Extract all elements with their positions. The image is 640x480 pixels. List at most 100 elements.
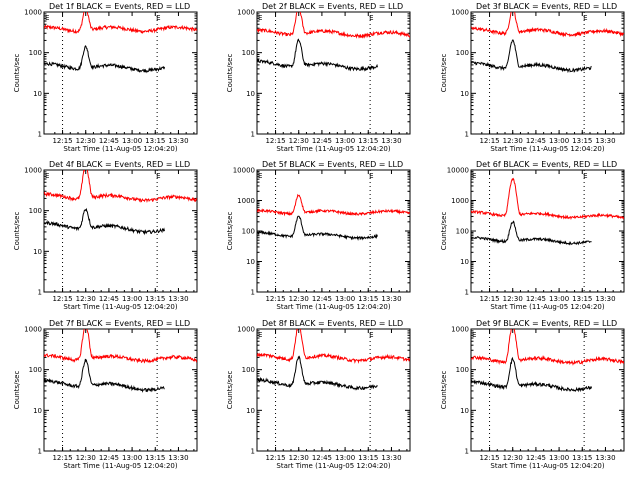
x-tick-label: 12:45 (526, 454, 546, 462)
x-tick-label: 13:00 (122, 295, 142, 303)
x-tick-label: 12:15 (479, 295, 499, 303)
lld-series-line (44, 12, 197, 35)
x-tick-label: 13:30 (381, 295, 401, 303)
y-tick-label: 10 (246, 407, 255, 415)
lld-series-line (257, 12, 410, 39)
plot-frame (470, 169, 625, 293)
event-marker: E (583, 331, 587, 339)
event-marker: E (258, 14, 262, 22)
y-tick-label: 1 (465, 448, 469, 456)
x-tick-label: 13:15 (572, 454, 592, 462)
events-series-line (257, 355, 378, 391)
y-axis-label: Counts/sec (226, 371, 234, 410)
x-tick-label: 12:45 (312, 454, 332, 462)
panel-title: Det 9f BLACK = Events, RED = LLD (476, 319, 617, 328)
lld-series-line (471, 177, 624, 220)
y-axis-label: Counts/sec (440, 54, 448, 93)
y-tick-label: 100 (242, 366, 255, 374)
x-tick-label: 12:45 (526, 137, 546, 145)
x-tick-label: 13:15 (145, 295, 165, 303)
y-tick-label: 10 (460, 258, 469, 266)
panel-title: Det 4f BLACK = Events, RED = LLD (49, 160, 190, 169)
y-axis-label: Counts/sec (226, 54, 234, 93)
x-axis-label: Start Time (11-Aug-05 12:04:20) (63, 462, 177, 470)
event-marker: E (258, 172, 262, 180)
y-tick-label: 1 (251, 131, 255, 139)
y-tick-label: 100 (29, 366, 42, 374)
x-axis-label: Start Time (11-Aug-05 12:04:20) (276, 145, 390, 153)
x-tick-label: 13:00 (549, 137, 569, 145)
events-series-line (257, 38, 378, 72)
y-tick-label: 100 (242, 228, 255, 236)
panel-title: Det 2f BLACK = Events, RED = LLD (262, 2, 403, 11)
x-tick-label: 13:00 (122, 137, 142, 145)
x-axis-label: Start Time (11-Aug-05 12:04:20) (63, 145, 177, 153)
y-tick-label: 10 (246, 258, 255, 266)
x-tick-label: 13:30 (595, 454, 615, 462)
lld-series-line (471, 12, 624, 38)
event-marker: E (369, 331, 373, 339)
plot-frame (43, 11, 198, 135)
event-marker: E (45, 14, 49, 22)
lld-series-line (257, 329, 410, 364)
x-tick-label: 13:00 (335, 454, 355, 462)
y-tick-label: 100 (456, 228, 469, 236)
plot-frame (256, 328, 411, 452)
x-tick-label: 12:30 (503, 454, 523, 462)
y-tick-label: 100 (242, 49, 255, 57)
event-marker: E (369, 14, 373, 22)
y-axis-label: Counts/sec (13, 212, 21, 251)
x-tick-label: 12:30 (503, 295, 523, 303)
x-tick-label: 12:15 (52, 295, 72, 303)
events-series-line (471, 220, 592, 246)
y-tick-label: 10 (33, 248, 42, 256)
x-tick-label: 12:45 (99, 454, 119, 462)
lld-series-line (257, 193, 410, 217)
y-tick-label: 1 (38, 448, 42, 456)
event-marker: E (258, 331, 262, 339)
event-marker: E (45, 331, 49, 339)
events-series-line (257, 215, 378, 242)
lld-series-line (471, 329, 624, 366)
y-tick-label: 1000 (24, 167, 42, 175)
x-tick-label: 12:30 (76, 137, 96, 145)
x-axis-label: Start Time (11-Aug-05 12:04:20) (490, 303, 604, 311)
y-axis-label: Counts/sec (440, 371, 448, 410)
x-tick-label: 13:15 (358, 295, 378, 303)
events-series-line (44, 45, 165, 74)
events-series-line (471, 39, 592, 74)
panel-title: Det 5f BLACK = Events, RED = LLD (262, 160, 403, 169)
x-tick-label: 13:00 (549, 454, 569, 462)
y-tick-label: 1000 (24, 9, 42, 17)
y-tick-label: 10 (33, 90, 42, 98)
x-axis-label: Start Time (11-Aug-05 12:04:20) (490, 462, 604, 470)
x-tick-label: 13:30 (381, 137, 401, 145)
x-axis-label: Start Time (11-Aug-05 12:04:20) (276, 303, 390, 311)
events-series-line (44, 207, 165, 236)
x-tick-label: 12:15 (265, 137, 285, 145)
y-tick-label: 10 (33, 407, 42, 415)
x-tick-label: 12:15 (52, 454, 72, 462)
x-axis-label: Start Time (11-Aug-05 12:04:20) (490, 145, 604, 153)
x-tick-label: 13:15 (145, 137, 165, 145)
panel-title: Det 3f BLACK = Events, RED = LLD (476, 2, 617, 11)
x-tick-label: 12:30 (289, 137, 309, 145)
y-tick-label: 10 (460, 90, 469, 98)
y-tick-label: 1000 (24, 326, 42, 334)
x-tick-label: 12:45 (99, 137, 119, 145)
y-tick-label: 1 (251, 448, 255, 456)
event-marker: E (156, 14, 160, 22)
x-tick-label: 12:15 (479, 454, 499, 462)
y-axis-label: Counts/sec (13, 371, 21, 410)
x-tick-label: 13:00 (549, 295, 569, 303)
x-tick-label: 13:30 (168, 295, 188, 303)
event-marker: E (156, 331, 160, 339)
x-tick-label: 12:45 (99, 295, 119, 303)
